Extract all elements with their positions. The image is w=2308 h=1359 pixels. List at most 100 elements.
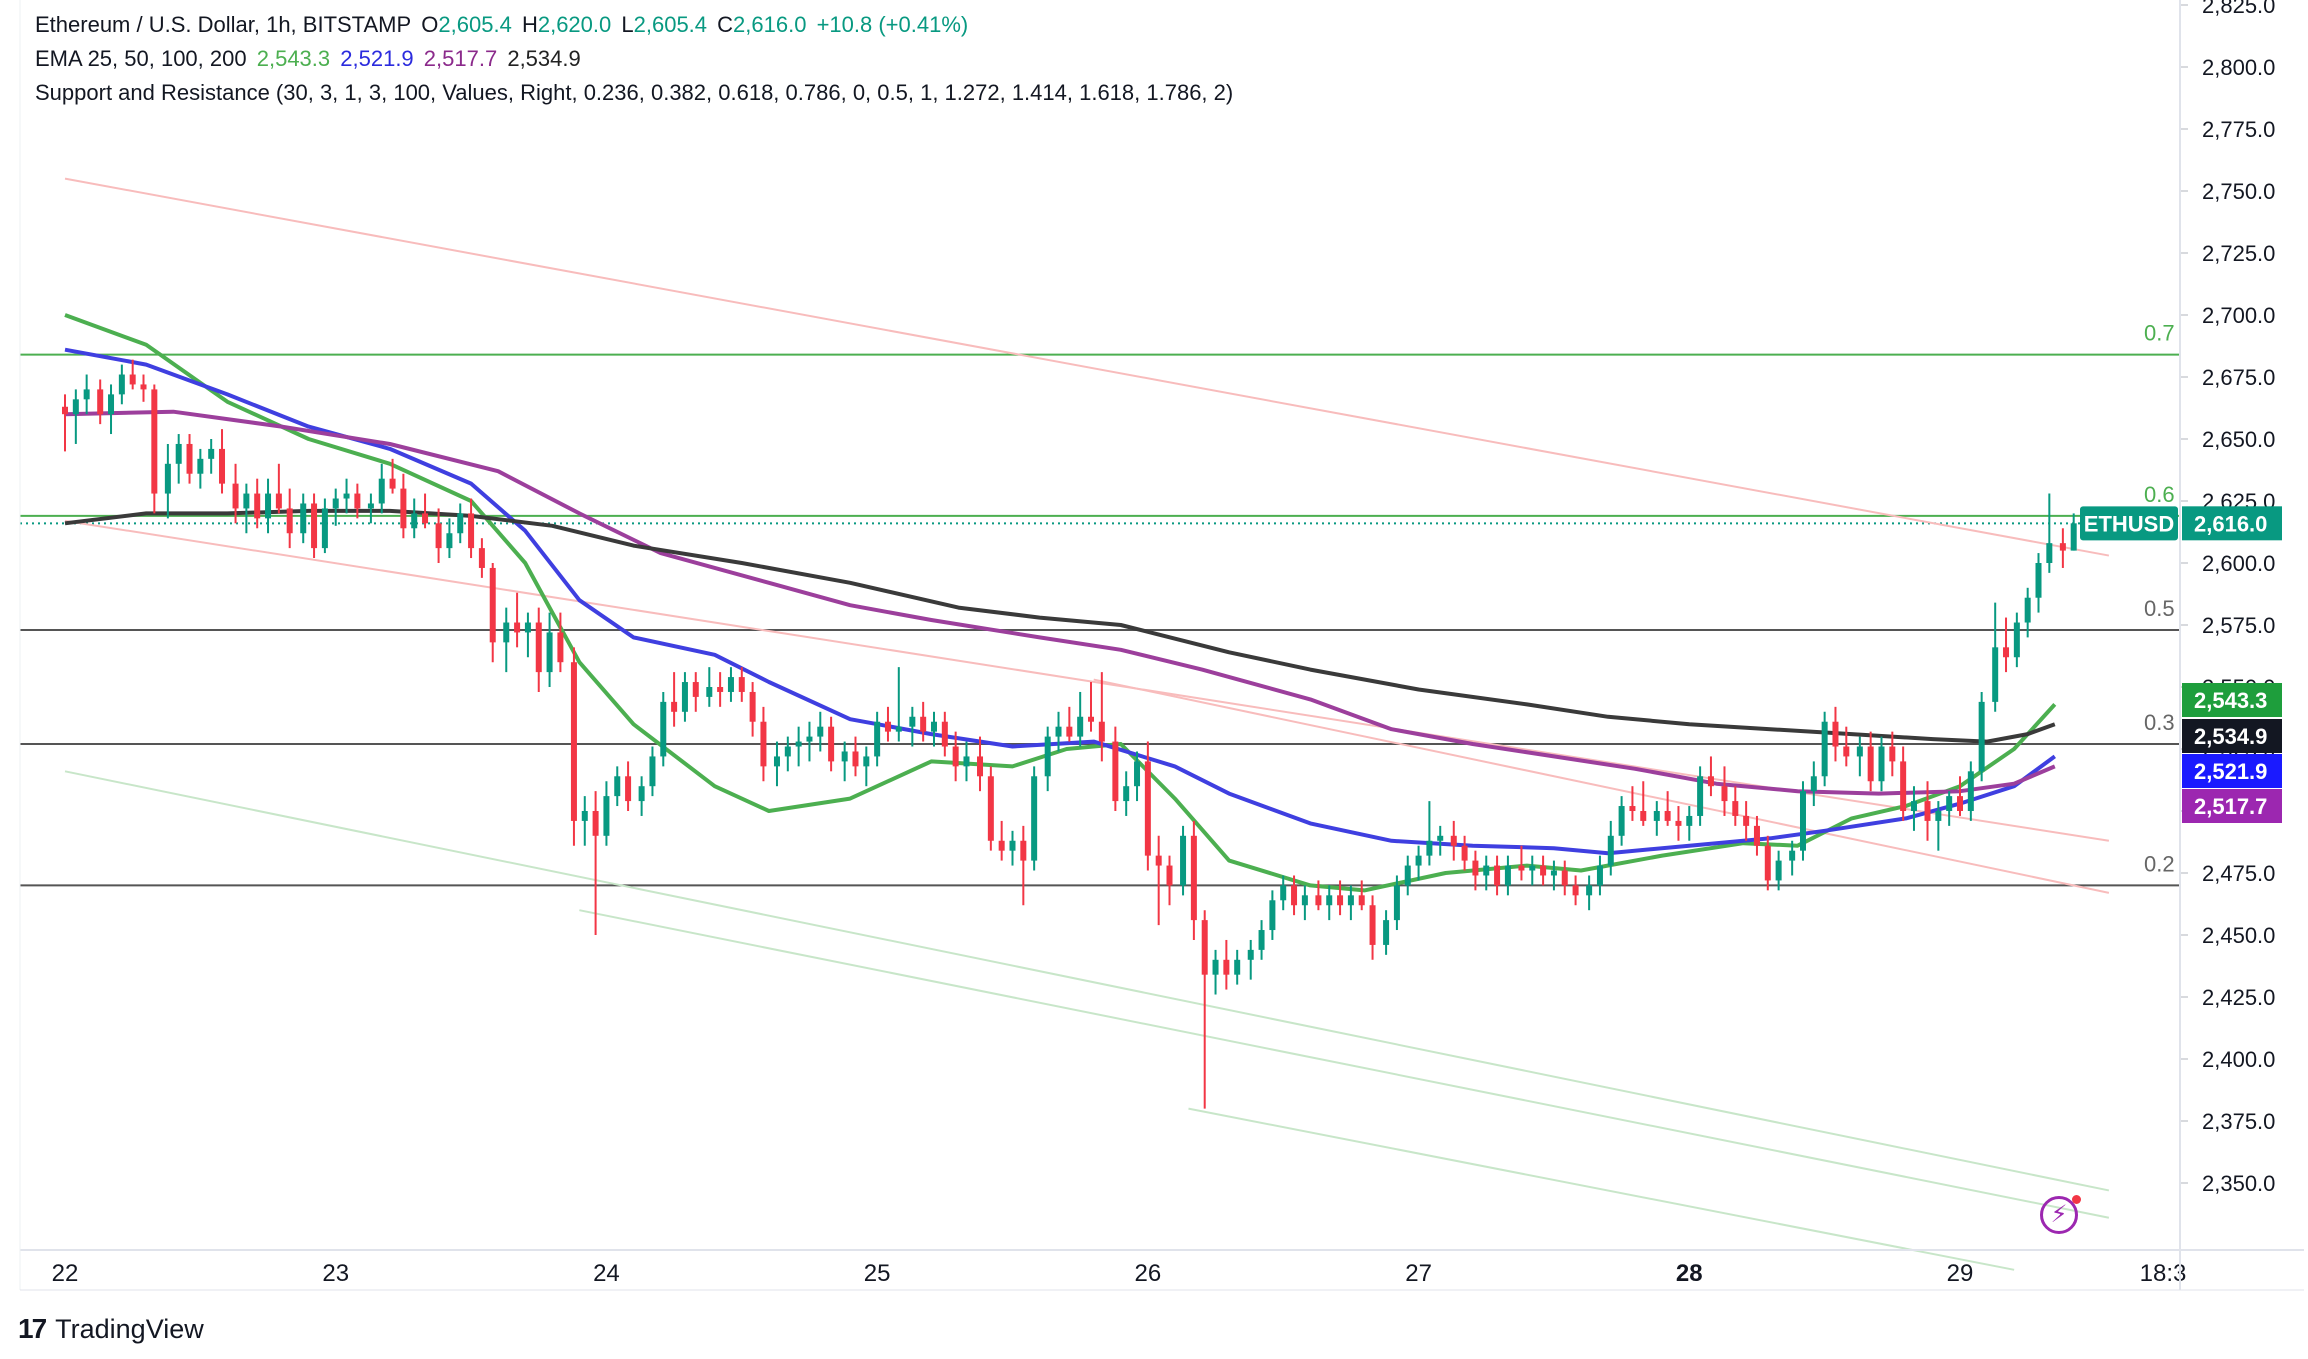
price-tick-label: 2,400.0 bbox=[2202, 1047, 2275, 1072]
candle-body bbox=[863, 756, 870, 767]
candle-body bbox=[592, 811, 599, 836]
candle-body bbox=[219, 448, 226, 484]
candle-body bbox=[1664, 811, 1671, 821]
candle-body bbox=[895, 726, 902, 732]
candle-body bbox=[1935, 811, 1942, 821]
candle-body bbox=[1393, 885, 1400, 921]
candle-body bbox=[1190, 835, 1197, 921]
legend-high-label: H bbox=[521, 12, 538, 37]
candle-body bbox=[1707, 776, 1714, 787]
candle-body bbox=[1821, 721, 1828, 777]
candle-body bbox=[557, 632, 564, 663]
ema-price-badge bbox=[2182, 719, 2282, 753]
candle-body bbox=[1212, 959, 1219, 975]
sr-level-label: 0.6 bbox=[2144, 482, 2175, 507]
candle-body bbox=[1247, 949, 1254, 960]
time-axis: 22 23 24 25 26 27 28 29 18:3 bbox=[52, 1260, 2187, 1287]
ema-line-ema-50 bbox=[64, 347, 2056, 856]
candle-body bbox=[1789, 850, 1796, 861]
trend-channel-line bbox=[579, 909, 2110, 1219]
legend-ema-label: EMA 25, 50, 100, 200 bbox=[35, 46, 247, 71]
candle-body bbox=[435, 523, 442, 549]
candle-body bbox=[72, 399, 79, 415]
candle-body bbox=[1055, 726, 1062, 737]
candle-body bbox=[1337, 895, 1344, 906]
price-tick-label: 2,825.0 bbox=[2202, 0, 2275, 18]
time-tick-label: 26 bbox=[1135, 1260, 1162, 1287]
legend-support-resistance[interactable]: Support and Resistance (30, 3, 1, 3, 100… bbox=[35, 76, 1237, 110]
candle-body bbox=[1629, 806, 1636, 811]
candle-body bbox=[1369, 905, 1376, 945]
candle-body bbox=[2059, 543, 2066, 551]
ema-line-ema-25 bbox=[64, 313, 2057, 893]
ema-price-badge-value: 2,517.7 bbox=[2194, 794, 2267, 819]
sr-level-label: 0.2 bbox=[2144, 851, 2175, 876]
candle-body bbox=[197, 458, 204, 474]
candle-body bbox=[806, 736, 813, 742]
candle-body bbox=[1799, 791, 1806, 851]
candle-body bbox=[175, 443, 182, 464]
candle-body bbox=[1992, 647, 1999, 702]
candle-body bbox=[1201, 920, 1208, 975]
candle-body bbox=[1518, 865, 1525, 871]
candle-body bbox=[1269, 900, 1276, 931]
candle-body bbox=[254, 493, 261, 519]
candle-body bbox=[692, 682, 699, 697]
legend-sr-label: Support and Resistance (30, 3, 1, 3, 100… bbox=[35, 80, 1234, 105]
price-tick-label: 2,750.0 bbox=[2202, 179, 2275, 204]
candle-body bbox=[1867, 746, 1874, 782]
candle-body bbox=[140, 384, 147, 390]
price-tick-label: 2,375.0 bbox=[2202, 1109, 2275, 1134]
candle-body bbox=[151, 389, 158, 494]
price-tick-label: 2,450.0 bbox=[2202, 923, 2275, 948]
candle-body bbox=[1461, 845, 1468, 861]
sr-level-label: 0.3 bbox=[2144, 710, 2175, 735]
ema-line-ema-100 bbox=[64, 409, 2056, 796]
candle-body bbox=[1234, 959, 1241, 975]
candle-body bbox=[1607, 835, 1614, 866]
lightning-icon[interactable]: ⚡ bbox=[2040, 1196, 2078, 1234]
candle-body bbox=[108, 394, 115, 415]
candle-body bbox=[1123, 786, 1130, 802]
candle-body bbox=[275, 493, 282, 509]
legend-close: 2,616.0 bbox=[733, 12, 807, 37]
candle-body bbox=[1878, 746, 1885, 782]
candle-body bbox=[852, 751, 859, 767]
candle-body bbox=[343, 493, 350, 499]
tradingview-brand[interactable]: 17 TradingView bbox=[18, 1313, 204, 1345]
candle-body bbox=[738, 677, 745, 692]
candle-body bbox=[1529, 865, 1536, 871]
candle-body bbox=[2024, 597, 2031, 623]
candle-body bbox=[581, 811, 588, 821]
legend-change: +10.8 (+0.41%) bbox=[816, 12, 969, 37]
candle-body bbox=[717, 687, 724, 692]
notification-dot-icon bbox=[2072, 1195, 2081, 1204]
candle-body bbox=[952, 746, 959, 767]
candle-body bbox=[1640, 811, 1647, 821]
tradingview-name: TradingView bbox=[55, 1313, 204, 1344]
candle-body bbox=[478, 548, 485, 568]
candle-body bbox=[660, 701, 667, 757]
candle-body bbox=[1077, 716, 1084, 737]
candle-body bbox=[1967, 771, 1974, 811]
legend-ema[interactable]: EMA 25, 50, 100, 200 2,543.3 2,521.9 2,5… bbox=[35, 42, 585, 76]
ema-lines bbox=[64, 313, 2057, 893]
candle-body bbox=[468, 513, 475, 549]
candle-body bbox=[987, 776, 994, 841]
candle-body bbox=[1732, 801, 1739, 816]
candle-body bbox=[1586, 885, 1593, 896]
candle-body bbox=[909, 716, 916, 727]
candle-body bbox=[784, 746, 791, 757]
price-tick-label: 2,475.0 bbox=[2202, 861, 2275, 886]
candle-body bbox=[489, 567, 496, 643]
candle-body bbox=[841, 751, 848, 762]
candle-body bbox=[164, 463, 171, 494]
candle-body bbox=[1856, 746, 1863, 757]
candle-body bbox=[1347, 895, 1354, 906]
candle-body bbox=[2003, 647, 2010, 658]
candle-body bbox=[773, 756, 780, 767]
candle-body bbox=[884, 721, 891, 732]
candle-body bbox=[1924, 801, 1931, 821]
candle-body bbox=[1415, 855, 1422, 866]
